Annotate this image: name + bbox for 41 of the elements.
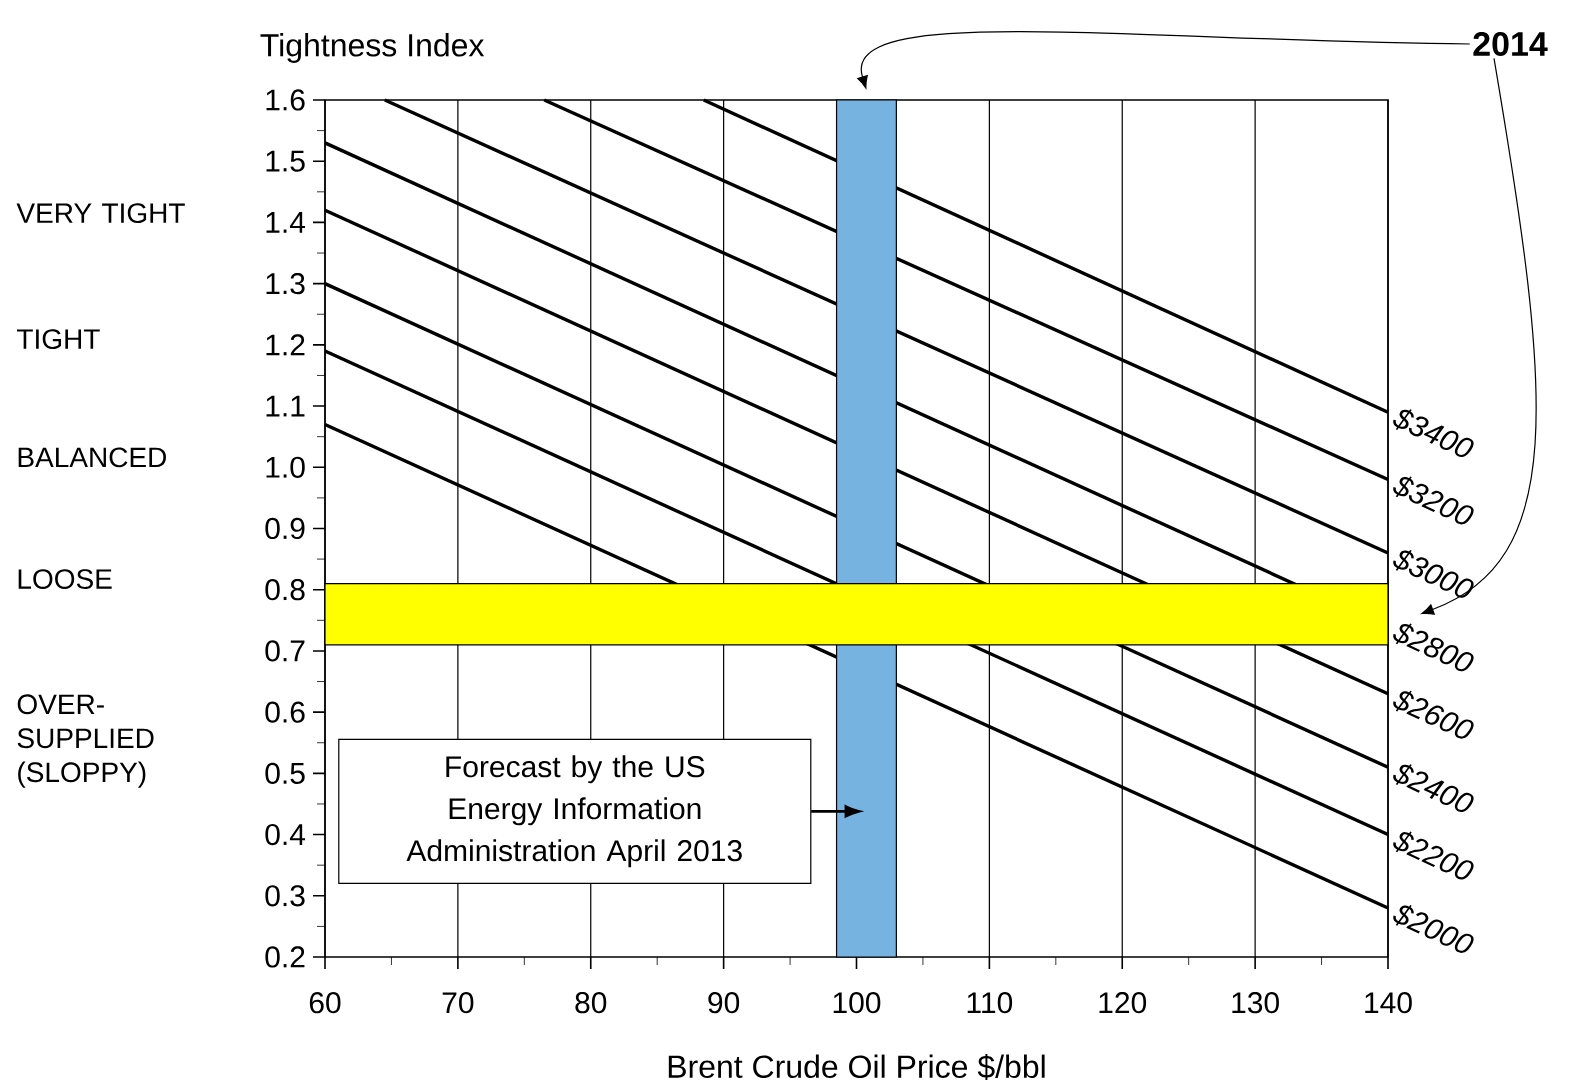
x-tick-label: 120 <box>1099 992 1147 1014</box>
y-tick-label: 0.5 <box>265 762 305 784</box>
text: $2000 <box>1393 905 1474 953</box>
y-tick-label: 0.6 <box>265 701 305 723</box>
text: $2200 <box>1393 831 1474 880</box>
y-tick-label: 1.2 <box>266 334 305 356</box>
legend-label: $2800 <box>1393 623 1474 672</box>
text: $2400 <box>1393 764 1474 813</box>
text: VERY TIGHT <box>16 203 185 224</box>
text: 2014 <box>1473 31 1548 57</box>
y-tick-label: 1.6 <box>266 89 305 111</box>
x-tick-label: 90 <box>708 992 740 1014</box>
y-axis-title: Tightness Index <box>260 33 485 63</box>
text: $3200 <box>1393 476 1474 525</box>
y-tick-label: 0.7 <box>265 640 305 662</box>
y-tick-label: 1.3 <box>266 273 305 295</box>
y-tick-label: 1.1 <box>266 395 305 417</box>
y-tick-label: 1.5 <box>266 150 305 172</box>
y-tick-label: 0.4 <box>265 823 306 846</box>
y-tick-label: 0.3 <box>265 885 305 907</box>
y-tick-label: 0.9 <box>265 517 305 540</box>
y-tick-label: 0.8 <box>265 579 305 601</box>
y-tick-label: 1.4 <box>266 212 306 233</box>
x-tick-label: 70 <box>442 992 474 1014</box>
x-tick-label: 60 <box>309 992 341 1014</box>
text: OVER-SUPPLIED (SLOPPY) <box>17 694 154 788</box>
annotation: Forecast by the US Energy Information Administration April 2013 <box>406 755 742 868</box>
x-tick-label: 110 <box>967 992 1013 1014</box>
x-tick-label: 80 <box>575 992 607 1014</box>
y-tick-label: 1.0 <box>266 456 305 478</box>
x-axis-title: Brent Crude Oil Price $/bbl <box>668 1054 1045 1080</box>
y-tick-label: 0.2 <box>265 946 305 968</box>
text: $3400 <box>1393 409 1474 458</box>
text: $2600 <box>1393 690 1474 739</box>
x-tick-label: 130 <box>1232 992 1279 1014</box>
text: TIGHT <box>17 329 100 350</box>
text: $3000 <box>1393 549 1474 598</box>
x-tick-label: 100 <box>833 992 881 1014</box>
text: LOOSE <box>18 569 112 589</box>
x-tick-label: 140 <box>1365 992 1412 1014</box>
text: BALANCED <box>18 447 166 468</box>
